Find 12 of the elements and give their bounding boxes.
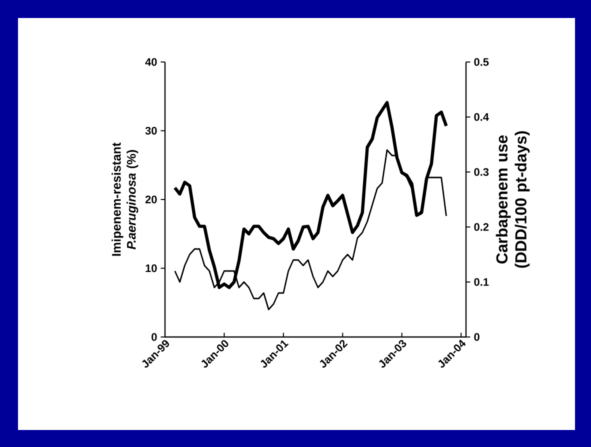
y-tick-label: 10 — [146, 264, 157, 272]
y2-tick-label: 0.5 — [474, 58, 489, 66]
y2-tick-label: 0.1 — [474, 278, 489, 286]
y2-axis-title: Carbapenem use (DDD/100 pt-days) — [496, 131, 530, 268]
y2-tick-label: 0.3 — [474, 168, 489, 176]
y2-tick-label: 0.2 — [474, 223, 489, 231]
y2-tick-label: 0.4 — [474, 113, 489, 121]
y-tick-label: 0 — [152, 333, 157, 341]
y2-tick-label: 0 — [474, 333, 480, 341]
y-tick-label: 20 — [145, 196, 157, 204]
y-tick-label: 30 — [145, 126, 157, 135]
y-tick-label: 40 — [145, 58, 157, 66]
